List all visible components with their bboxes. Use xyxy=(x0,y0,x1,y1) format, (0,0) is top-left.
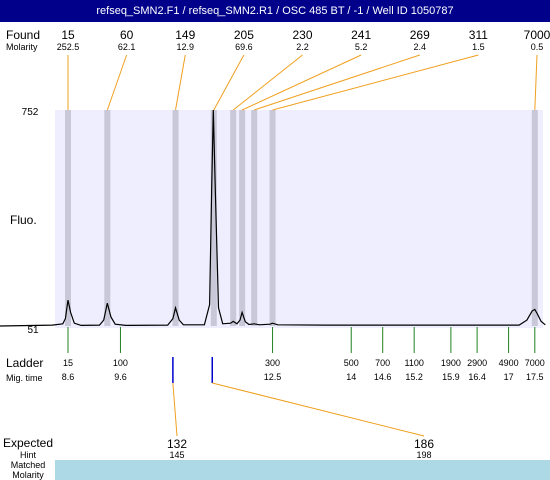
found-label: Found xyxy=(6,28,40,42)
peak-band xyxy=(65,110,71,326)
ladder-size-label: 2900 xyxy=(467,358,487,368)
hint-value: 145 xyxy=(169,450,184,460)
found-leader-line xyxy=(213,54,245,111)
matched-label: Matched xyxy=(11,460,46,470)
peak-band xyxy=(269,110,276,326)
plot-background xyxy=(55,110,543,328)
found-molarity-label: 252.5 xyxy=(57,42,80,52)
chart-title: refseq_SMN2.F1 / refseq_SMN2.R1 / OSC 48… xyxy=(0,0,550,22)
found-size-label: 230 xyxy=(292,28,312,42)
found-leader-line xyxy=(534,54,538,111)
ladder-size-label: 700 xyxy=(375,358,390,368)
ladder-time-label: 17.5 xyxy=(526,372,544,382)
found-size-label: 205 xyxy=(234,28,254,42)
ladder-size-label: 1100 xyxy=(404,358,423,368)
peak-band xyxy=(531,110,538,326)
expected-value: 186 xyxy=(414,437,434,451)
ladder-size-label: 100 xyxy=(113,358,128,368)
peak-band xyxy=(230,110,237,326)
found-molarity-label: 5.2 xyxy=(355,42,368,52)
matched-row-bg xyxy=(55,460,550,470)
found-molarity-label: 12.9 xyxy=(176,42,194,52)
expected-leader-line xyxy=(212,382,425,437)
y-tick-bottom: 51 xyxy=(27,325,39,336)
expected-value: 132 xyxy=(167,437,187,451)
found-leader-line xyxy=(232,54,303,111)
ladder-time-label: 9.6 xyxy=(114,372,127,382)
found-size-label: 60 xyxy=(120,28,134,42)
found-size-label: 269 xyxy=(410,28,430,42)
peak-band xyxy=(239,110,246,326)
fluorescence-trace xyxy=(0,109,546,327)
molarity-row-bg xyxy=(55,470,550,480)
found-size-label: 149 xyxy=(175,28,195,42)
hint-label: Hint xyxy=(20,450,37,460)
ladder-size-label: 1900 xyxy=(441,358,461,368)
ladder-time-label: 8.6 xyxy=(62,372,75,382)
ladder-size-label: 500 xyxy=(344,358,359,368)
peak-band xyxy=(104,110,111,326)
ladder-size-label: 300 xyxy=(265,358,280,368)
found-leader-line xyxy=(241,54,362,111)
found-size-label: 311 xyxy=(469,28,488,42)
found-size-label: 7000 xyxy=(524,28,550,42)
ladder-time-label: 15.9 xyxy=(442,372,460,382)
found-leader-line xyxy=(106,54,128,111)
mig-time-label: Mig. time xyxy=(6,373,43,383)
fluo-axis-label: Fluo. xyxy=(10,213,37,227)
hint-value: 198 xyxy=(416,450,431,460)
expected-label: Expected xyxy=(3,436,53,450)
found-leader-line xyxy=(175,54,186,111)
found-molarity-label: 2.2 xyxy=(296,42,309,52)
ladder-size-label: 4900 xyxy=(499,358,519,368)
found-leader-line xyxy=(272,54,479,111)
ladder-time-label: 14.6 xyxy=(374,372,392,382)
peak-band xyxy=(172,110,179,326)
y-tick-top: 752 xyxy=(22,107,39,118)
peak-band xyxy=(251,110,258,326)
found-molarity-label: 62.1 xyxy=(118,42,136,52)
ladder-time-label: 17 xyxy=(504,372,514,382)
found-leader-line xyxy=(254,54,420,111)
ladder-time-label: 16.4 xyxy=(468,372,486,382)
ladder-time-label: 15.2 xyxy=(405,372,423,382)
molarity-label: Molarity xyxy=(6,42,38,52)
found-molarity-label: 2.4 xyxy=(413,42,426,52)
ladder-label: Ladder xyxy=(6,356,43,370)
peak-band xyxy=(210,110,217,326)
molarity-bottom-label: Molarity xyxy=(12,470,44,480)
found-molarity-label: 1.5 xyxy=(472,42,485,52)
found-leader-lines xyxy=(67,54,538,111)
found-size-label: 15 xyxy=(61,28,75,42)
ladder-time-label: 14 xyxy=(346,372,356,382)
expected-leader-line xyxy=(172,382,178,437)
ladder-size-label: 7000 xyxy=(525,358,545,368)
peak-bands xyxy=(65,110,538,326)
ladder-ticks: 15 8.6 100 9.6 300 12.5 500 14 700 14.6 1100 15.2 19… xyxy=(62,327,545,382)
found-size-label: 241 xyxy=(351,28,371,42)
ladder-time-label: 12.5 xyxy=(264,372,282,382)
found-molarity-label: 69.6 xyxy=(235,42,253,52)
found-molarity-label: 0.5 xyxy=(531,42,544,52)
ladder-size-label: 15 xyxy=(63,358,73,368)
